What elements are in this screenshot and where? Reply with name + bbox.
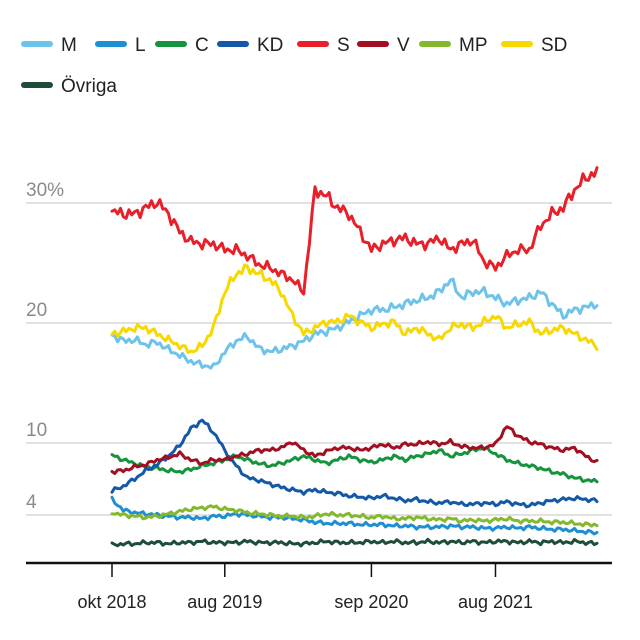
series-line-s <box>110 166 599 296</box>
legend-label-s: S <box>337 35 350 56</box>
legend-item-l: L <box>95 35 146 56</box>
legend-label-m: M <box>61 35 77 56</box>
y-tick-label-10: 10 <box>26 420 47 441</box>
y-tick-label-4: 4 <box>26 492 37 513</box>
legend-label-l: L <box>135 35 146 56</box>
x-tick-labels: okt 2018 aug 2019 sep 2020 aug 2021 <box>77 592 533 612</box>
y-tick-labels: 30% 20 10 4 <box>26 180 64 513</box>
legend-label-ovriga: Övriga <box>61 76 117 97</box>
legend-item-kd: KD <box>217 35 283 56</box>
series-line-l <box>110 495 599 536</box>
series-line-mp <box>110 504 599 528</box>
series-line-kd <box>110 418 599 509</box>
legend-item-v: V <box>357 35 410 56</box>
legend-item-m: M <box>21 35 77 56</box>
legend-item-c: C <box>155 35 209 56</box>
y-tick-label-20: 20 <box>26 300 47 321</box>
x-tick-label-2020-09: sep 2020 <box>334 592 408 612</box>
y-tick-label-30: 30% <box>26 180 64 201</box>
legend-item-s: S <box>297 35 350 56</box>
legend-label-v: V <box>397 35 410 56</box>
x-tick-label-2018-10: okt 2018 <box>77 592 146 612</box>
series-line-c <box>110 445 599 484</box>
legend-label-mp: MP <box>459 35 488 56</box>
x-tick-label-2019-08: aug 2019 <box>187 592 262 612</box>
series-line-v <box>110 425 599 475</box>
series-line-ovriga <box>110 537 599 548</box>
series-line-sd <box>110 263 599 354</box>
legend-item-ovriga: Övriga <box>21 76 117 97</box>
legend-item-sd: SD <box>501 35 567 56</box>
legend-label-sd: SD <box>541 35 567 56</box>
x-tick-label-2021-08: aug 2021 <box>458 592 533 612</box>
series-lines <box>110 166 599 548</box>
x-axis <box>26 561 612 577</box>
legend-item-mp: MP <box>419 35 488 56</box>
legend-label-c: C <box>195 35 209 56</box>
legend: M L C KD S V MP SD Övriga <box>21 35 567 97</box>
legend-label-kd: KD <box>257 35 283 56</box>
